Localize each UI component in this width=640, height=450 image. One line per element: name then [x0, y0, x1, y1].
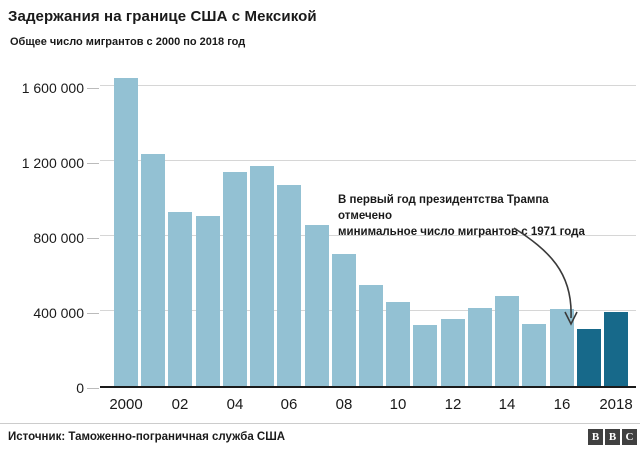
- y-tick-400000: [87, 313, 99, 314]
- bar-2018: [603, 312, 628, 386]
- x-label-2004: 04: [226, 396, 244, 413]
- gridline-1600000: [100, 85, 636, 86]
- bar-2004: [222, 172, 247, 386]
- bar-2001: [141, 154, 166, 386]
- y-tick-800000: [87, 238, 99, 239]
- x-label-2018: 2018: [599, 396, 633, 413]
- x-label-2002: 02: [171, 396, 189, 413]
- x-label-2010: 10: [389, 396, 407, 413]
- y-tick-1600000: [87, 88, 99, 89]
- x-label-2012: 12: [444, 396, 462, 413]
- x-label-2016: 16: [553, 396, 571, 413]
- y-label-1200000: 1 200 000: [21, 155, 84, 171]
- y-tick-0: [87, 388, 99, 389]
- chart-title: Задержания на границе США с Мексикой: [8, 8, 317, 25]
- bar-2015: [522, 324, 547, 386]
- y-label-400000: 400 000: [33, 305, 84, 321]
- bar-2003: [195, 216, 220, 386]
- bar-2009: [358, 285, 383, 386]
- annotation-line1: В первый год президентства Трампа отмече…: [338, 194, 549, 222]
- chart-subtitle: Общее число мигрантов с 2000 по 2018 год: [10, 36, 246, 48]
- source-text: Источник: Таможенно-пограничная служба С…: [8, 431, 286, 443]
- y-label-0: 0: [76, 380, 84, 396]
- x-label-2006: 06: [280, 396, 298, 413]
- x-label-2014: 14: [498, 396, 516, 413]
- bar-2011: [413, 325, 438, 386]
- bar-2012: [440, 319, 465, 386]
- plot-area: [100, 75, 636, 388]
- annotation-line2: минимальное число мигрантов с 1971 года: [338, 226, 585, 238]
- bar-2002: [168, 212, 193, 386]
- x-label-2008: 08: [335, 396, 353, 413]
- gridline-1200000: [100, 160, 636, 161]
- y-tick-1200000: [87, 163, 99, 164]
- bar-2007: [304, 225, 329, 386]
- bar-2014: [495, 296, 520, 386]
- x-label-2000: 2000: [109, 396, 143, 413]
- y-label-1600000: 1 600 000: [21, 80, 84, 96]
- bar-2013: [467, 308, 492, 386]
- bar-series: [100, 75, 636, 386]
- bbc-logo-letter-3: C: [622, 429, 637, 445]
- gridline-800000: [100, 235, 636, 236]
- y-label-800000: 800 000: [33, 230, 84, 246]
- bar-2017: [576, 329, 601, 386]
- annotation-text: В первый год президентства Трампа отмече…: [338, 192, 600, 240]
- bar-2000: [114, 78, 138, 386]
- bar-2008: [331, 254, 356, 386]
- bar-2006: [277, 185, 302, 386]
- bbc-logo-letter-2: B: [605, 429, 620, 445]
- bbc-logo-letter-1: B: [588, 429, 603, 445]
- footer-divider: [0, 423, 640, 424]
- bar-2005: [250, 166, 275, 386]
- bar-2016: [549, 309, 574, 386]
- bar-2010: [386, 302, 411, 386]
